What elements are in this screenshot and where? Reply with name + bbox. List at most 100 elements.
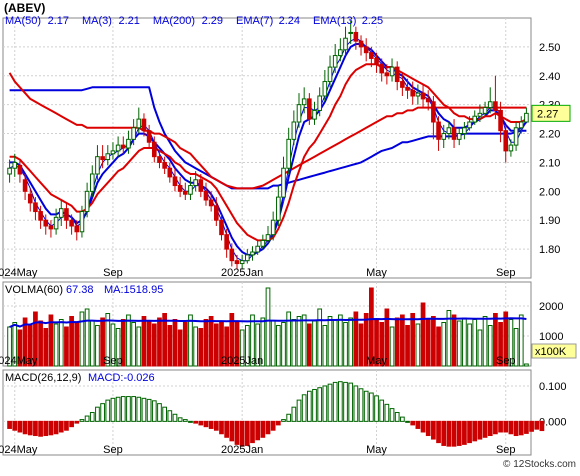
volume-bar [487,325,493,367]
macd-bar [64,420,69,431]
volume-bar [89,320,95,367]
price-ytick-label: 2.00 [539,186,560,198]
volume-bar [53,323,59,367]
candle-body [208,199,214,207]
volume-bar [69,316,74,367]
macd-ytick-label: 0.000 [539,416,567,428]
legend-label: EMA(7) [236,15,273,27]
volume-bar [291,319,297,367]
candle-body [338,49,343,57]
candle-body [38,211,43,221]
volume-bar [126,314,131,367]
volume-bar [79,311,85,367]
volume-bar [110,323,116,367]
macd-bar [17,420,23,433]
candle-body [322,81,328,97]
macd-bar [431,420,436,440]
price-panel: 1.801.902.002.102.202.302.402.502024MayS… [0,15,571,279]
volume-bar [493,313,498,367]
macd-ytick-label: 0.100 [539,381,567,393]
volume-bar [250,314,255,367]
macd-bar [513,420,519,437]
candle-body [265,234,271,241]
candle-body [146,130,152,143]
macd-xtick-label: Sep [496,444,516,456]
volume-bar [451,314,457,367]
macd-bar [167,410,173,422]
macd-bar [260,420,266,438]
volume-bar [524,363,529,367]
volume-bar [327,316,333,367]
volume-bar [441,322,447,367]
macd-bar [487,420,493,437]
volume-xtick-label: Sep [103,355,123,367]
volume-bar [467,323,472,367]
macd-bar [369,392,374,422]
candle-body [141,118,147,132]
candle-body [84,190,90,213]
candle-body [296,104,302,123]
macd-bar [493,420,498,435]
candle-body [219,219,224,236]
candle-body [307,98,312,120]
candle-body [229,248,235,262]
macd-bar [384,403,390,422]
volume-bar [503,311,509,367]
candle-body [22,179,28,192]
macd-bar [301,394,307,422]
volume-bar [425,319,431,367]
candle-body [276,196,281,221]
macd-bar [89,412,95,422]
volume-bar [208,316,214,367]
macd-bar [203,420,209,428]
candle-body [239,260,245,265]
volume-ytick-label: 1000 [539,331,563,343]
volume-bar [213,323,219,367]
candle-body [446,127,452,135]
candle-body [467,121,472,129]
candle-body [472,115,478,123]
last-price-tag [531,104,571,122]
candle-body [58,208,64,218]
macd-bar [451,420,457,447]
candle-body [224,234,229,250]
candle-body [405,86,410,91]
macd-bar [48,420,54,436]
volume-xtick-label: Sep [496,355,516,367]
macd-bar [177,417,183,422]
macd-bar [508,420,514,435]
volume-bar [518,314,524,367]
macd-bar [69,420,74,428]
volume-bar [203,319,209,367]
candle-body [17,164,23,175]
candle-body [43,219,49,227]
candle-body [389,66,395,77]
macd-bar [27,420,33,436]
candle-body [425,98,431,103]
volume-bar [358,323,364,367]
macd-legend-title: MACD(26,12,9) [5,372,81,384]
macd-bar [358,388,364,422]
macd-bar [353,385,359,422]
macd-xtick-label: 2025Jan [221,444,263,456]
candle-body [477,112,483,117]
price-ytick-label: 2.50 [539,42,560,54]
volume-bar [436,326,441,367]
macd-bar [188,420,193,423]
macd-bar [193,420,199,424]
candle-body [451,127,457,140]
volume-bar [343,322,348,367]
macd-bar [436,420,441,444]
candle-body [89,173,95,192]
candle-body [374,57,379,65]
volume-bar [415,323,421,367]
volume-bar [384,308,390,367]
macd-bar [498,420,503,433]
macd-bar [224,420,230,438]
volume-legend-title: VOLMA(60) [5,284,63,296]
candle-body [157,156,162,163]
macd-bar [151,400,157,422]
volume-bar [188,314,193,367]
price-ytick-label: 1.80 [539,244,560,256]
volume-bar [157,317,162,367]
